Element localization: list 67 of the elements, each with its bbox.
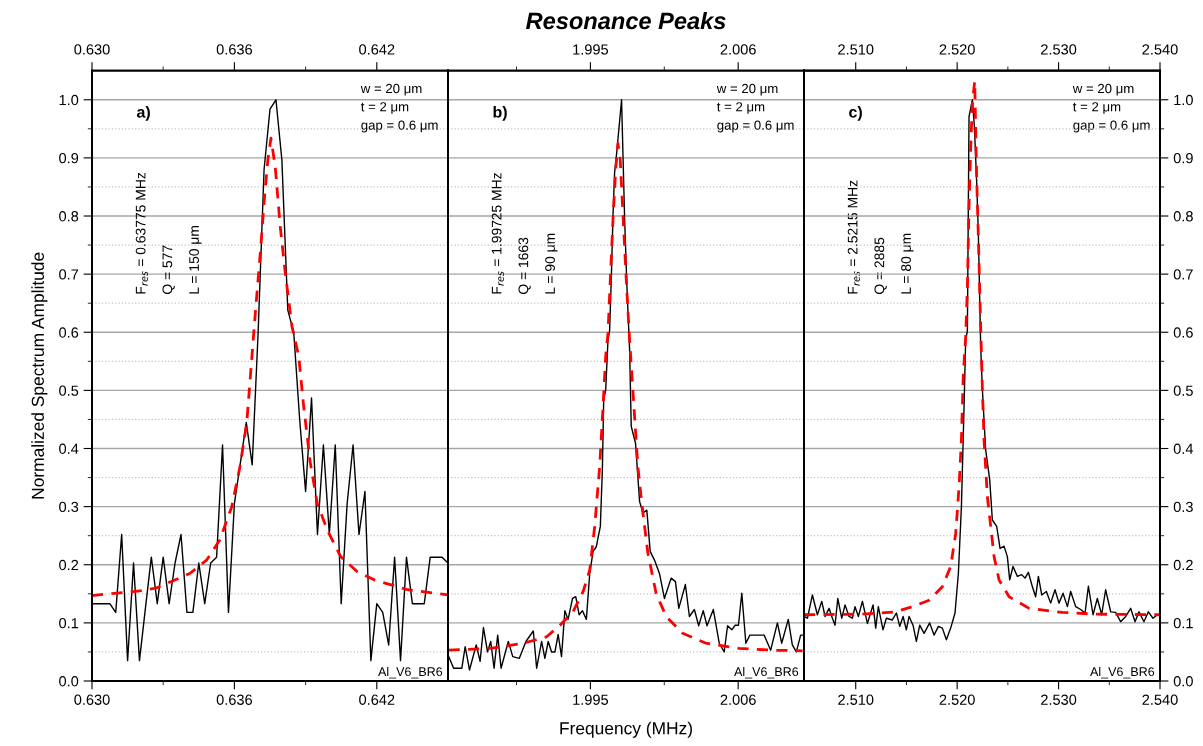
y2-tick-label: 0.3 [1173,501,1193,513]
annotation: Al_V6_BR6 [1090,666,1155,679]
x-tick-label: 2.530 [1041,694,1077,705]
annotation: w = 20 μm [1072,83,1134,96]
annotation: Al_V6_BR6 [734,666,799,679]
y-tick-label: 0.1 [59,617,79,629]
y2-tick-label: 0.5 [1173,385,1193,396]
x2-tick-label: 2.006 [720,44,756,55]
annotation: t = 2 μm [360,102,409,114]
x2-tick-label: 0.636 [216,44,253,55]
x-tick-label: 0.630 [74,694,110,705]
annotation: L = 80 μm [901,233,914,294]
annotation: Al_V6_BR6 [378,666,443,679]
y-tick-label: 0.0 [59,676,79,687]
x-tick-label: 0.642 [359,694,395,705]
x-axis-title: Frequency (MHz) [560,721,692,738]
y2-tick-label: 0.9 [1173,152,1193,164]
y2-tick-label: 0.6 [1173,327,1193,338]
y2-tick-label: 0.2 [1173,559,1193,571]
annotation: F$_{res}$ = 0.63775 MHz [135,172,148,294]
x2-tick-label: 2.540 [1142,44,1178,55]
annotation: L = 150 μm [189,225,202,294]
y-tick-label: 0.5 [59,385,79,396]
y-tick-label: 0.6 [59,327,79,338]
annotation: b) [493,105,507,121]
x-tick-label: 2.006 [720,694,756,705]
y-tick-label: 0.3 [59,501,79,513]
annotation: F$_{res}$ = 2.5215 MHz [847,180,860,294]
y-tick-label: 1.0 [59,94,79,106]
chart-title: Resonance Peaks [526,11,726,30]
y2-tick-label: 0.1 [1173,617,1193,629]
annotation: gap = 0.6 μm [361,120,438,133]
x2-tick-label: 2.520 [939,44,975,55]
x-tick-label: 2.520 [939,694,975,705]
y2-tick-label: 0.0 [1173,676,1193,687]
annotation: gap = 0.6 μm [717,120,794,133]
x2-tick-label: 2.510 [838,44,874,55]
x-tick-label: 2.540 [1142,694,1178,705]
annotation: w = 20 μm [360,83,422,96]
annotation: t = 2 μm [716,102,765,114]
y2-tick-label: 1.0 [1174,94,1193,106]
annotation: a) [136,105,150,121]
x2-tick-label: 0.642 [359,44,395,55]
x-tick-label: 0.636 [216,694,253,705]
annotation: w = 20 μm [716,83,778,96]
annotation: gap = 0.6 μm [1073,120,1150,133]
annotation: Q = 1663 [518,237,531,295]
x2-tick-label: 2.530 [1041,44,1077,55]
y-tick-label: 0.4 [59,443,79,454]
annotation: t = 2 μm [1072,102,1121,114]
annotation: F$_{res}$ = 1.99725 MHz [491,173,504,294]
y-tick-label: 0.7 [59,269,79,280]
annotation: Q = 577 [162,245,175,295]
annotation: L = 90 μm [545,233,558,294]
x2-tick-label: 0.630 [74,44,110,55]
y2-tick-label: 0.7 [1173,269,1193,280]
y-tick-label: 0.8 [59,211,79,222]
x-tick-label: 2.510 [838,694,874,705]
y2-tick-label: 0.8 [1173,211,1193,222]
x2-tick-label: 1.995 [573,44,609,55]
y-tick-label: 0.2 [59,559,79,571]
y2-tick-label: 0.4 [1173,443,1194,454]
y-tick-label: 0.9 [59,152,79,164]
annotation: c) [849,105,862,121]
annotation: Q = 2885 [874,237,887,295]
y-axis-title: Normalized Spectrum Amplitude [31,252,48,499]
x-tick-label: 1.995 [573,694,609,705]
